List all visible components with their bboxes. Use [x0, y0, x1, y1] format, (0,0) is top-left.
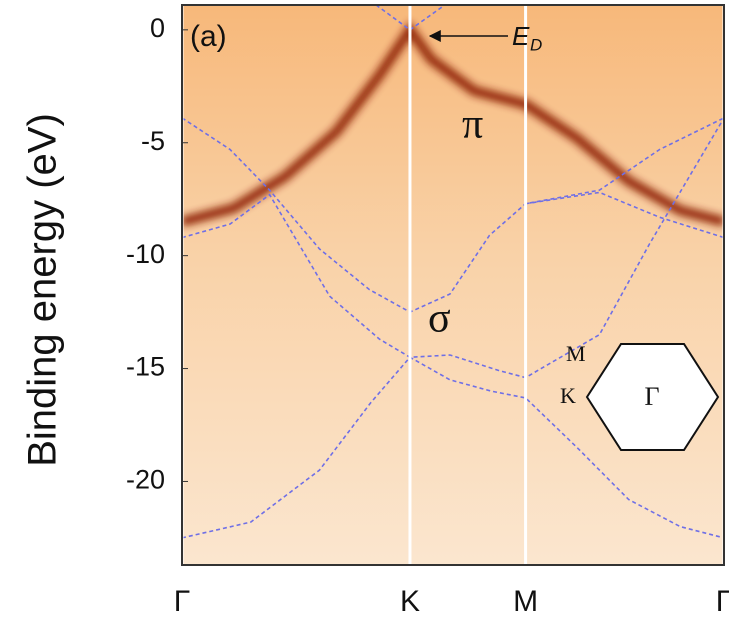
dirac-label: E [512, 21, 530, 51]
y-tick-label: 0 [150, 13, 165, 43]
inset-gamma: Γ [644, 382, 659, 411]
dirac-subscript: D [530, 35, 542, 54]
dft-band [525, 191, 724, 239]
dft-band [182, 117, 724, 379]
plot-area [182, 5, 724, 565]
pi-label: π [462, 102, 483, 148]
y-tick-label: -15 [126, 352, 165, 382]
x-tick-label: K [400, 585, 420, 618]
y-tick-label: -10 [126, 239, 165, 269]
plot-frame [181, 4, 725, 566]
panel-label: (a) [190, 20, 227, 53]
arpes-band [182, 21, 724, 227]
y-tick-label: -5 [141, 126, 165, 156]
x-tick-label: M [513, 585, 538, 618]
x-tick-label: Γ [174, 585, 191, 618]
dft-band [182, 356, 724, 539]
inset-m: M [566, 341, 586, 366]
y-tick-label: -20 [126, 465, 165, 495]
dft-band [375, 5, 446, 31]
brillouin-zone [585, 343, 720, 451]
dft-band [182, 117, 724, 313]
sigma-label: σ [428, 296, 451, 342]
inset-k: K [560, 383, 576, 408]
y-axis-label: Binding energy (eV) [21, 113, 65, 467]
plot-background [182, 5, 724, 565]
x-tick-label: Γ [716, 585, 729, 618]
